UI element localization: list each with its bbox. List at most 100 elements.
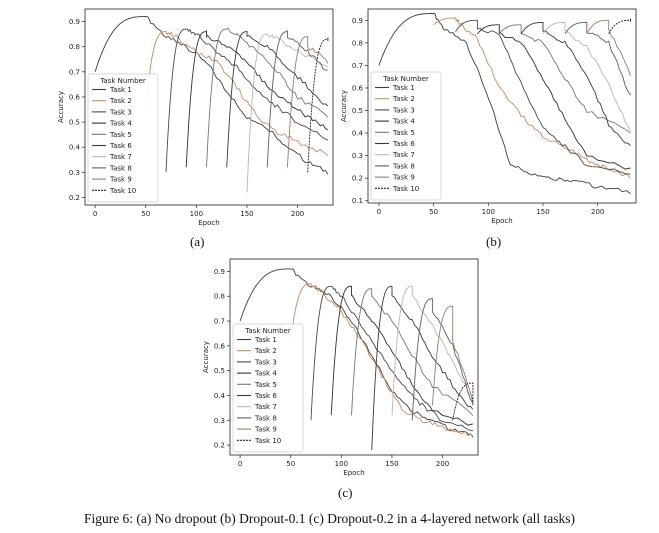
legend-label-6: Task 6 bbox=[392, 140, 415, 148]
x-tick-label: 0 bbox=[377, 208, 381, 216]
legend-label-7: Task 7 bbox=[109, 153, 132, 161]
x-tick-label: 0 bbox=[238, 460, 242, 468]
y-tick-label: 0.6 bbox=[69, 93, 81, 101]
x-tick-label: 200 bbox=[291, 210, 304, 218]
legend-label-1: Task 1 bbox=[109, 86, 132, 94]
legend-label-4: Task 4 bbox=[109, 120, 132, 128]
y-tick-label: 0.7 bbox=[214, 318, 225, 326]
series-line-10 bbox=[452, 382, 474, 421]
legend-title: Task Number bbox=[99, 77, 146, 85]
y-tick-label: 0.8 bbox=[214, 293, 225, 301]
x-tick-label: 50 bbox=[141, 210, 150, 218]
legend-box bbox=[370, 71, 442, 201]
x-tick-label: 150 bbox=[536, 208, 549, 216]
series-line-2 bbox=[433, 17, 631, 179]
legend-label-3: Task 3 bbox=[392, 106, 415, 114]
legend-label-9: Task 9 bbox=[109, 176, 132, 184]
y-tick-label: 0.5 bbox=[352, 107, 363, 115]
legend-label-5: Task 5 bbox=[109, 131, 132, 139]
plot-frame bbox=[84, 8, 334, 206]
x-tick-label: 50 bbox=[429, 208, 438, 216]
legend-title: Task Number bbox=[244, 327, 291, 335]
series-group bbox=[378, 13, 631, 194]
series-line-8 bbox=[411, 298, 474, 421]
legend-label-8: Task 8 bbox=[109, 164, 132, 172]
series-line-5 bbox=[351, 288, 474, 416]
chart-panel-c: 0.2 0.3 0.4 0.5 0.6 0.7 0.8 0.9 0 50 100 150 200 Epoc… bbox=[202, 258, 479, 477]
series-line-10 bbox=[608, 18, 631, 35]
series-line-4 bbox=[330, 285, 474, 426]
series-line-8 bbox=[266, 30, 328, 168]
x-tick-label: 100 bbox=[482, 208, 495, 216]
legend-label-9: Task 9 bbox=[392, 174, 415, 182]
legend-label-10: Task 10 bbox=[254, 437, 281, 445]
legend-label-3: Task 3 bbox=[109, 108, 132, 116]
legend-label-1: Task 1 bbox=[254, 336, 277, 344]
figure-caption: Figure 6: (a) No dropout (b) Dropout-0.1… bbox=[83, 511, 576, 526]
x-tick-label: 50 bbox=[286, 460, 295, 468]
plot-frame bbox=[229, 258, 479, 456]
y-tick-label: 0.4 bbox=[69, 144, 81, 152]
x-axis-label: Epoch bbox=[343, 469, 364, 477]
y-axis-label: Accuracy bbox=[202, 341, 210, 373]
legend-label-3: Task 3 bbox=[254, 358, 277, 366]
y-tick-label: 0.2 bbox=[352, 175, 363, 183]
chart-panel-b: 0.1 0.2 0.3 0.4 0.5 0.6 0.7 0.8 0.9 0 50 100 150 200 E… bbox=[340, 8, 637, 225]
series-line-4 bbox=[477, 24, 631, 170]
series-line-5 bbox=[206, 27, 329, 168]
y-tick-label: 0.1 bbox=[352, 197, 363, 205]
y-tick-label: 0.7 bbox=[352, 62, 363, 70]
legend-label-5: Task 5 bbox=[254, 381, 277, 389]
legend-label-2: Task 2 bbox=[392, 95, 415, 103]
series-line-9 bbox=[286, 36, 329, 168]
series-group bbox=[239, 268, 474, 451]
legend-label-8: Task 8 bbox=[392, 162, 415, 170]
y-tick-label: 0.3 bbox=[352, 152, 363, 160]
y-tick-label: 0.4 bbox=[214, 392, 226, 400]
legend-label-4: Task 4 bbox=[254, 370, 277, 378]
plot-frame bbox=[367, 8, 637, 204]
y-tick-label: 0.7 bbox=[69, 68, 80, 76]
y-axis-label: Accuracy bbox=[57, 91, 65, 123]
x-tick-label: 150 bbox=[385, 460, 398, 468]
series-line-5 bbox=[498, 24, 631, 134]
y-tick-label: 0.9 bbox=[69, 18, 80, 26]
series-line-3 bbox=[455, 19, 631, 175]
y-tick-label: 0.4 bbox=[352, 130, 364, 138]
legend-label-4: Task 4 bbox=[392, 118, 415, 126]
series-line-7 bbox=[542, 22, 631, 132]
legend-label-10: Task 10 bbox=[109, 187, 136, 195]
chart-panel-a: 0.2 0.3 0.4 0.5 0.6 0.7 0.8 0.9 0 50 100 150 200 Epoc… bbox=[57, 8, 334, 227]
x-tick-label: 100 bbox=[335, 460, 348, 468]
legend-box bbox=[87, 73, 159, 203]
legend-label-6: Task 6 bbox=[109, 142, 132, 150]
series-line-1 bbox=[239, 268, 474, 438]
series-line-6 bbox=[371, 285, 474, 451]
y-tick-label: 0.2 bbox=[214, 442, 225, 450]
legend-label-1: Task 1 bbox=[392, 84, 415, 92]
panel-label-b: (b) bbox=[486, 234, 502, 249]
panel-label-c: (c) bbox=[338, 485, 353, 500]
x-tick-label: 0 bbox=[93, 210, 97, 218]
legend-label-10: Task 10 bbox=[392, 185, 419, 193]
series-line-1 bbox=[94, 16, 329, 175]
legend-label-2: Task 2 bbox=[254, 347, 277, 355]
y-tick-label: 0.8 bbox=[352, 39, 363, 47]
series-line-7 bbox=[391, 285, 474, 416]
y-tick-label: 0.3 bbox=[214, 417, 225, 425]
legend-label-2: Task 2 bbox=[109, 97, 132, 105]
legend-label-7: Task 7 bbox=[392, 151, 415, 159]
y-tick-label: 0.9 bbox=[352, 17, 363, 25]
legend-label-8: Task 8 bbox=[254, 414, 277, 422]
series-group bbox=[94, 16, 329, 193]
y-tick-label: 0.5 bbox=[214, 367, 225, 375]
y-tick-label: 0.2 bbox=[69, 194, 80, 202]
y-tick-label: 0.8 bbox=[69, 43, 80, 51]
y-tick-label: 0.3 bbox=[69, 169, 80, 177]
x-tick-label: 100 bbox=[190, 210, 203, 218]
y-tick-label: 0.6 bbox=[352, 84, 364, 92]
y-axis-label: Accuracy bbox=[340, 90, 348, 122]
